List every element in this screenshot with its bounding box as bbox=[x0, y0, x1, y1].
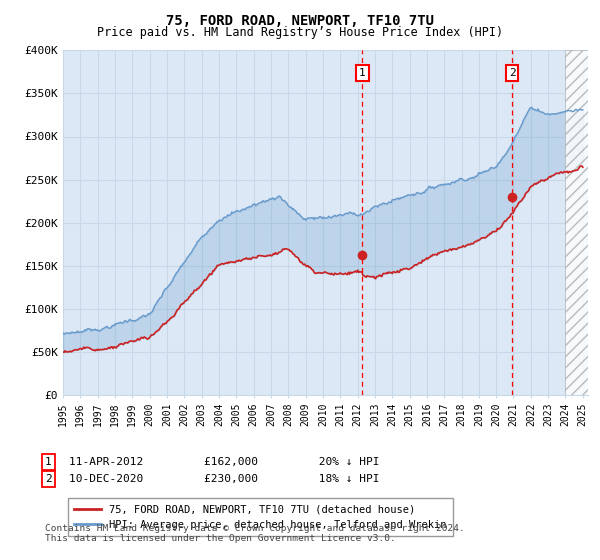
Text: Price paid vs. HM Land Registry’s House Price Index (HPI): Price paid vs. HM Land Registry’s House … bbox=[97, 26, 503, 39]
Bar bbox=[565, 50, 588, 395]
Legend: 75, FORD ROAD, NEWPORT, TF10 7TU (detached house), HPI: Average price, detached : 75, FORD ROAD, NEWPORT, TF10 7TU (detach… bbox=[68, 498, 452, 536]
Text: 11-APR-2012         £162,000         20% ↓ HPI: 11-APR-2012 £162,000 20% ↓ HPI bbox=[69, 457, 380, 467]
Text: Contains HM Land Registry data © Crown copyright and database right 2024.
This d: Contains HM Land Registry data © Crown c… bbox=[45, 524, 465, 543]
Text: 75, FORD ROAD, NEWPORT, TF10 7TU: 75, FORD ROAD, NEWPORT, TF10 7TU bbox=[166, 14, 434, 28]
Text: 1: 1 bbox=[45, 457, 52, 467]
Text: 10-DEC-2020         £230,000         18% ↓ HPI: 10-DEC-2020 £230,000 18% ↓ HPI bbox=[69, 474, 380, 484]
Text: 2: 2 bbox=[509, 68, 515, 78]
Text: 2: 2 bbox=[45, 474, 52, 484]
Text: 1: 1 bbox=[359, 68, 366, 78]
